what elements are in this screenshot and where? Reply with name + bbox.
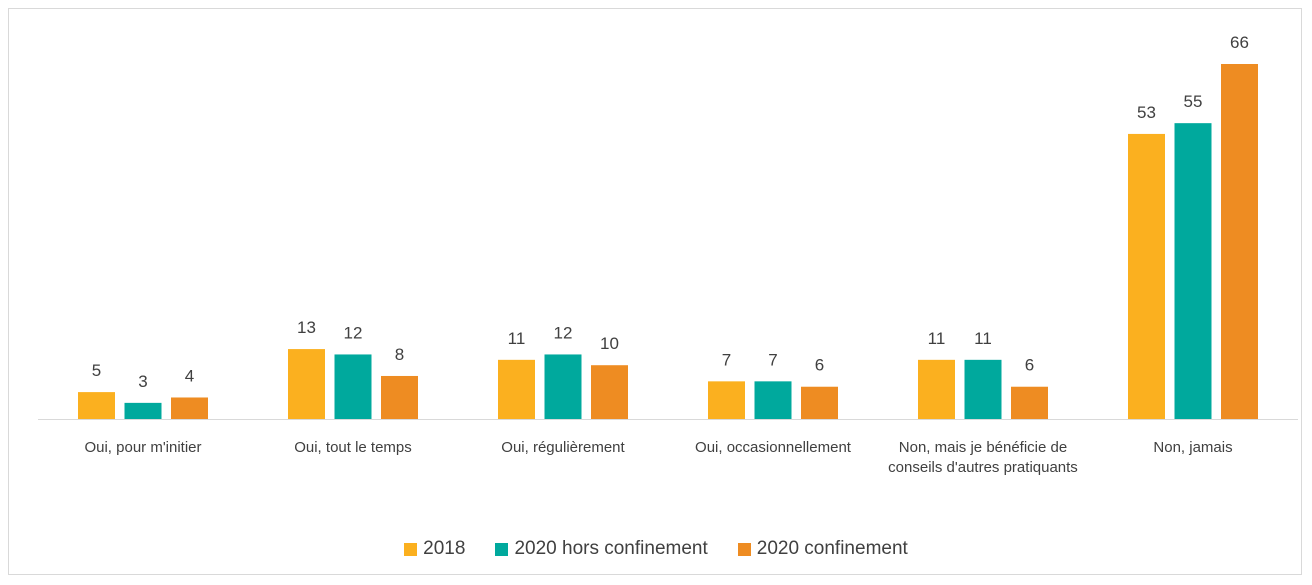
legend-swatch	[495, 542, 509, 556]
data-label: 11	[974, 329, 992, 348]
data-label: 55	[1184, 92, 1203, 111]
bar	[591, 365, 628, 419]
bar	[1128, 133, 1165, 419]
data-label: 6	[1025, 356, 1034, 375]
bar	[124, 402, 162, 419]
data-label: 7	[768, 350, 777, 369]
data-label: 12	[554, 323, 573, 342]
bar	[78, 392, 115, 419]
bar	[918, 359, 955, 419]
bar	[381, 375, 418, 419]
bar	[334, 354, 372, 419]
data-label: 66	[1230, 33, 1249, 52]
data-label: 5	[92, 361, 101, 380]
bar	[801, 386, 838, 419]
data-label: 7	[722, 350, 731, 369]
data-label: 10	[600, 334, 619, 353]
x-tick-label: Oui, régulièrement	[501, 439, 625, 456]
data-label: 6	[815, 356, 824, 375]
legend-swatch	[404, 542, 418, 556]
data-label: 3	[138, 372, 147, 391]
bar	[1221, 64, 1258, 419]
legend-label: 2018	[423, 538, 466, 559]
bar	[1011, 386, 1048, 419]
data-label: 11	[928, 329, 946, 348]
bar	[288, 349, 325, 419]
data-label: 12	[344, 323, 363, 342]
legend-label: 2020 confinement	[756, 538, 908, 559]
bar	[498, 359, 535, 419]
bar	[964, 359, 1002, 419]
x-tick-label: Non, jamais	[1153, 439, 1233, 456]
bar	[708, 381, 745, 419]
data-label: 4	[185, 366, 194, 385]
data-label: 53	[1137, 103, 1156, 122]
data-label: 11	[508, 329, 526, 348]
bar	[754, 381, 792, 419]
x-tick-label: Oui, pour m'initier	[84, 439, 202, 456]
legend-item: 2020 confinement	[737, 538, 908, 560]
bar	[544, 354, 582, 419]
legend: 2018 2020 hors confinement 2020 confinemen…	[0, 538, 1312, 560]
legend-item: 2018	[404, 538, 465, 560]
data-label: 13	[297, 318, 316, 337]
x-tick-label: Oui, tout le temps	[294, 439, 412, 456]
x-tick-label: Non, mais je bénéficie de conseils d'aut…	[888, 439, 1078, 476]
legend-item: 2020 hors confinement	[495, 538, 708, 560]
x-tick-label: Oui, occasionnellement	[695, 439, 851, 456]
legend-swatch	[737, 542, 751, 556]
bar	[1174, 123, 1212, 420]
bar	[171, 397, 208, 419]
data-label: 8	[395, 345, 404, 364]
legend-label: 2020 hors confinement	[514, 538, 708, 559]
chart-frame	[8, 8, 1302, 575]
